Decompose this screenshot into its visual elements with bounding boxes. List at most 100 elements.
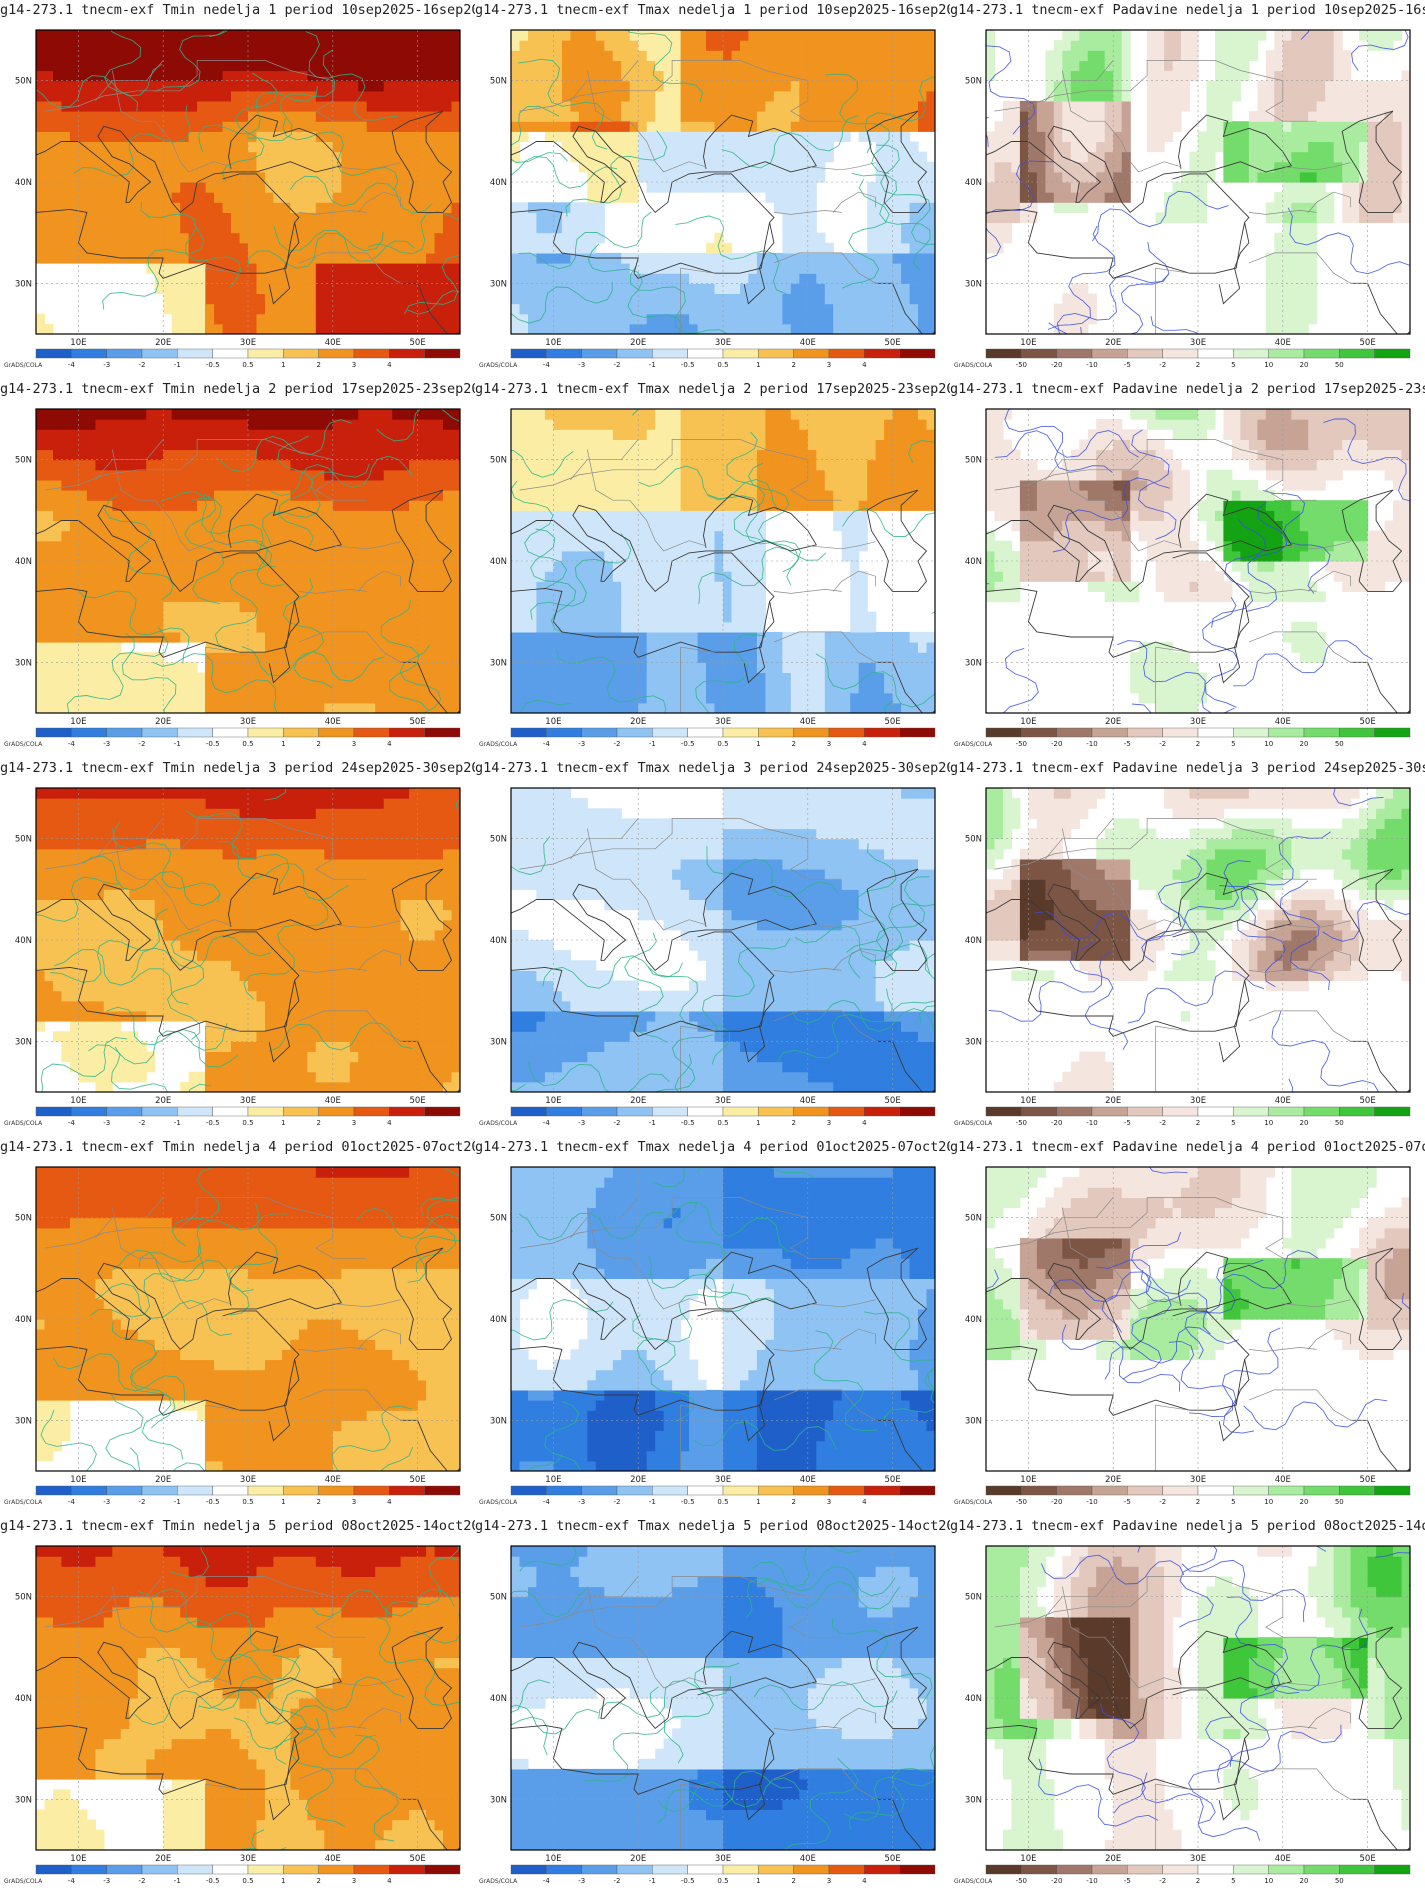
legend-tick-label: -1 bbox=[174, 1498, 181, 1506]
legend-swatch bbox=[177, 1485, 213, 1496]
map-frame bbox=[35, 29, 461, 335]
legend-tick-label: 2 bbox=[316, 1119, 320, 1127]
lon-tick-label: 10E bbox=[1020, 338, 1036, 348]
lon-tick-label: 50E bbox=[410, 338, 426, 348]
legend-swatch bbox=[1127, 1864, 1163, 1875]
color-legend: -4 -3 -2 -1 -0.5 0.5 1 2 3 4 bbox=[35, 1485, 461, 1506]
legend-swatch bbox=[71, 1485, 107, 1496]
legend-swatch bbox=[1268, 1106, 1305, 1117]
legend-swatch bbox=[1303, 727, 1340, 738]
legend-swatch bbox=[722, 1106, 759, 1117]
lon-tick-label: 20E bbox=[1105, 338, 1121, 348]
lon-tick-label: 40E bbox=[325, 717, 341, 727]
legend-tick-label: 10 bbox=[1264, 740, 1273, 748]
lat-tick-label: 30N bbox=[15, 1416, 32, 1426]
legend-tick-label: -0.5 bbox=[206, 1119, 220, 1127]
legend-swatch bbox=[35, 1864, 72, 1875]
map-panel-tmax-week-2: g14-273.1 tnecm-exf Tmax nedelja 2 perio… bbox=[475, 379, 950, 758]
graticule bbox=[36, 409, 460, 713]
legend-swatch bbox=[1197, 348, 1234, 359]
graticule bbox=[986, 409, 1410, 713]
legend-swatch bbox=[1091, 1864, 1128, 1875]
legend-swatch bbox=[35, 1485, 72, 1496]
legend-swatch bbox=[828, 348, 865, 359]
color-legend: -4 -3 -2 -1 -0.5 0.5 1 2 3 4 bbox=[510, 348, 936, 369]
legend-swatch bbox=[758, 1864, 794, 1875]
legend-tick-label: -0.5 bbox=[206, 740, 220, 748]
legend-swatch bbox=[1339, 1106, 1375, 1117]
legend-tick-label: 1 bbox=[756, 1877, 760, 1885]
legend-tick-label: -5 bbox=[1124, 740, 1131, 748]
legend-swatch bbox=[616, 1485, 653, 1496]
map-frame bbox=[510, 787, 936, 1093]
map-title: g14-273.1 tnecm-exf Tmin nedelja 2 perio… bbox=[0, 381, 475, 397]
color-legend: -4 -3 -2 -1 -0.5 0.5 1 2 3 4 bbox=[510, 1106, 936, 1127]
coastlines bbox=[511, 60, 935, 334]
map-canvas: 30N 40N 50N 10E 20E 30E 40E 50E -50 -20 -10 -5 -2 2 5 1… bbox=[954, 787, 1411, 1127]
shaded-field bbox=[36, 1167, 460, 1471]
legend-swatch bbox=[106, 1106, 143, 1117]
legend-swatch bbox=[864, 1485, 900, 1496]
legend-tick-label: -4 bbox=[68, 740, 76, 748]
legend-swatch bbox=[1021, 727, 1057, 738]
lon-tick-label: 30E bbox=[1190, 717, 1206, 727]
legend-tick-label: -0.5 bbox=[681, 1498, 695, 1506]
legend-swatch bbox=[793, 1485, 830, 1496]
legend-tick-label: -1 bbox=[174, 1119, 181, 1127]
map-frame bbox=[35, 1545, 461, 1851]
lon-tick-label: 30E bbox=[715, 1475, 731, 1485]
legend-swatch bbox=[353, 1485, 390, 1496]
lat-tick-label: 40N bbox=[15, 178, 32, 188]
grads-credit: GrADS/COLA bbox=[479, 741, 518, 748]
lat-tick-label: 40N bbox=[15, 557, 32, 567]
map-title: g14-273.1 tnecm-exf Padavine nedelja 3 p… bbox=[950, 760, 1425, 776]
legend-tick-label: 0.5 bbox=[717, 1877, 728, 1885]
coastlines bbox=[986, 1576, 1410, 1850]
lat-tick-label: 50N bbox=[15, 1593, 32, 1603]
legend-tick-label: 2 bbox=[1196, 1877, 1200, 1885]
legend-swatch bbox=[318, 1485, 355, 1496]
legend-tick-label: -4 bbox=[68, 361, 76, 369]
legend-tick-label: -3 bbox=[578, 1498, 585, 1506]
legend-swatch bbox=[793, 1106, 830, 1117]
grads-credit: GrADS/COLA bbox=[479, 362, 518, 369]
legend-swatch bbox=[283, 1485, 319, 1496]
legend-swatch bbox=[1021, 1864, 1057, 1875]
lon-tick-label: 20E bbox=[630, 338, 646, 348]
legend-tick-label: -2 bbox=[614, 361, 621, 369]
lat-tick-label: 50N bbox=[965, 77, 982, 87]
legend-tick-label: 3 bbox=[827, 740, 831, 748]
legend-tick-label: 4 bbox=[387, 1877, 392, 1885]
legend-swatch bbox=[1056, 1485, 1093, 1496]
legend-tick-label: -2 bbox=[614, 1119, 621, 1127]
color-legend: -4 -3 -2 -1 -0.5 0.5 1 2 3 4 bbox=[35, 727, 461, 748]
legend-tick-label: 4 bbox=[862, 1498, 867, 1506]
legend-swatch bbox=[616, 727, 653, 738]
shaded-field bbox=[511, 788, 935, 1092]
coastlines bbox=[986, 1197, 1410, 1471]
lat-tick-label: 30N bbox=[965, 1416, 982, 1426]
legend-swatch bbox=[1233, 727, 1269, 738]
map-panel-pad-week-4: g14-273.1 tnecm-exf Padavine nedelja 4 p… bbox=[950, 1137, 1425, 1516]
legend-swatch bbox=[581, 1864, 618, 1875]
lon-tick-label: 20E bbox=[630, 1096, 646, 1106]
legend-tick-label: -50 bbox=[1016, 1498, 1027, 1506]
legend-tick-label: 3 bbox=[827, 1877, 831, 1885]
map-frame bbox=[35, 408, 461, 714]
grads-credit: GrADS/COLA bbox=[954, 1878, 993, 1885]
legend-swatch bbox=[864, 1864, 900, 1875]
lat-tick-label: 40N bbox=[15, 1315, 32, 1325]
legend-swatch bbox=[1162, 348, 1199, 359]
legend-tick-label: -2 bbox=[139, 1498, 146, 1506]
legend-tick-label: -5 bbox=[1124, 361, 1131, 369]
lon-tick-label: 50E bbox=[1360, 1475, 1376, 1485]
lon-tick-label: 20E bbox=[155, 1475, 171, 1485]
lon-tick-label: 20E bbox=[1105, 717, 1121, 727]
legend-swatch bbox=[424, 1106, 461, 1117]
lat-tick-label: 40N bbox=[965, 178, 982, 188]
legend-tick-label: 10 bbox=[1264, 361, 1273, 369]
map-title: g14-273.1 tnecm-exf Tmax nedelja 5 perio… bbox=[475, 1518, 950, 1534]
legend-swatch bbox=[106, 1485, 143, 1496]
legend-tick-label: 1 bbox=[281, 1119, 285, 1127]
legend-swatch bbox=[1127, 1485, 1163, 1496]
